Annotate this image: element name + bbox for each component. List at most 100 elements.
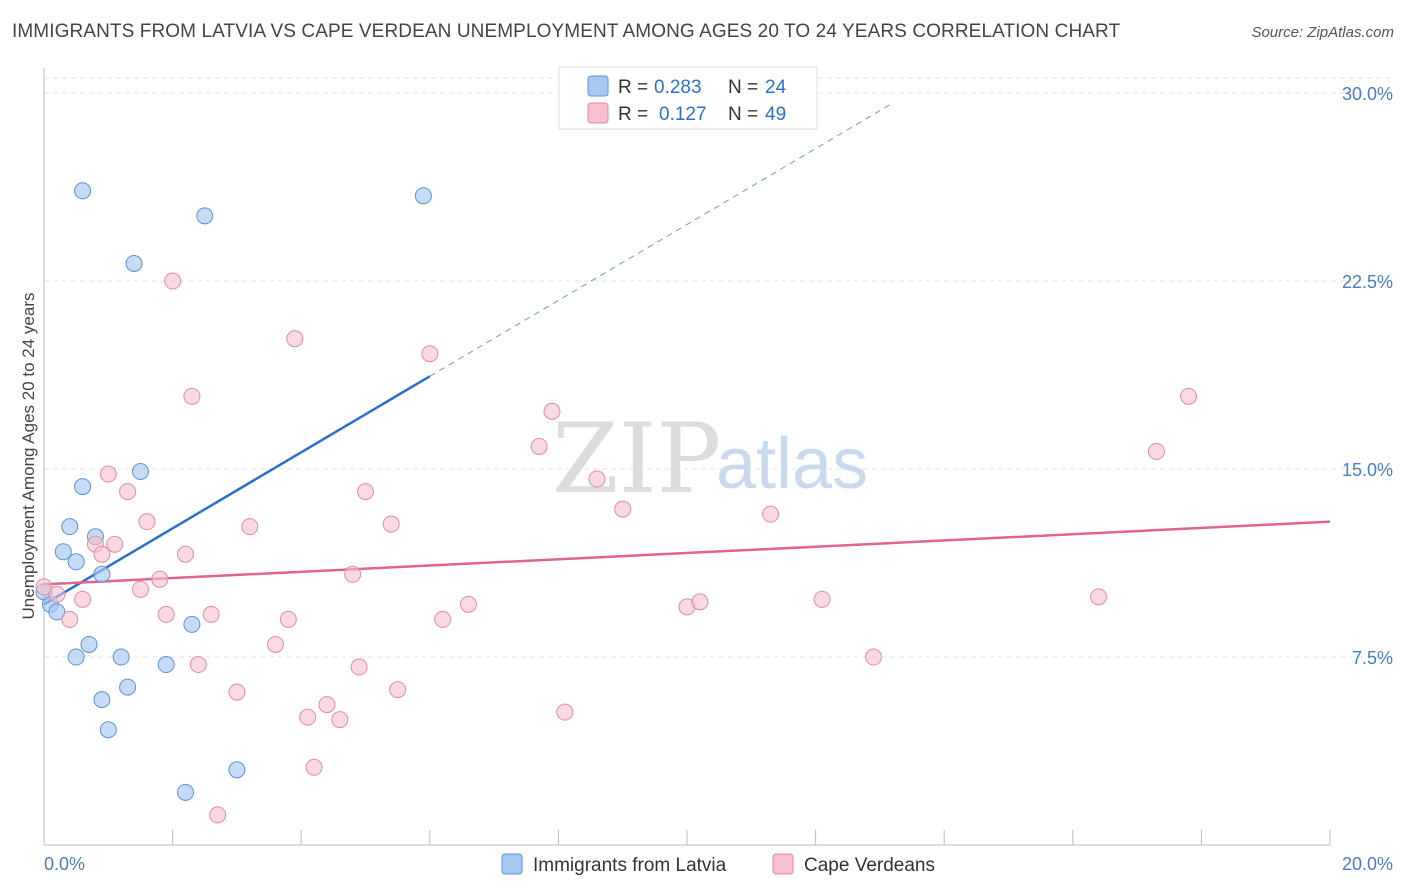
y-tick-label: 7.5% (1352, 648, 1393, 668)
legend-blue-n-value: 24 (765, 77, 787, 98)
y-tick-label: 22.5% (1342, 272, 1393, 292)
point-latvia (112, 648, 130, 666)
legend-pink-n-value: 49 (765, 104, 786, 125)
point-cape-verdeans (813, 590, 831, 608)
point-cape-verdeans (434, 610, 452, 628)
point-latvia (67, 553, 85, 571)
point-cape-verdeans (202, 605, 220, 623)
point-latvia (131, 463, 149, 481)
point-latvia (93, 565, 111, 583)
gridlines (44, 77, 1393, 658)
point-cape-verdeans (614, 500, 632, 518)
legend-blue-swatch (587, 75, 609, 97)
bottom-legend: Immigrants from Latvia Cape Verdeans (501, 853, 935, 876)
point-latvia (99, 721, 117, 739)
point-latvia (414, 187, 432, 205)
point-cape-verdeans (344, 565, 362, 583)
y-tick-label: 30.0% (1342, 84, 1393, 104)
point-cape-verdeans (93, 545, 111, 563)
point-latvia (67, 648, 85, 666)
point-latvia (125, 254, 143, 272)
point-cape-verdeans (530, 437, 548, 455)
point-cape-verdeans (157, 605, 175, 623)
point-latvia (228, 761, 246, 779)
point-cape-verdeans (119, 483, 137, 501)
legend-pink-n-label: N = (728, 104, 758, 125)
legend-blue-n-label: N = (728, 77, 758, 98)
point-cape-verdeans (1090, 588, 1108, 606)
point-cape-verdeans (138, 513, 156, 531)
chart-title: IMMIGRANTS FROM LATVIA VS CAPE VERDEAN U… (12, 21, 1121, 42)
point-cape-verdeans (318, 696, 336, 714)
bottom-legend-latvia-label: Immigrants from Latvia (533, 855, 727, 876)
bottom-legend-latvia-swatch (501, 853, 523, 875)
point-cape-verdeans (189, 656, 207, 674)
point-cape-verdeans (762, 505, 780, 523)
point-latvia (119, 678, 137, 696)
point-cape-verdeans (1147, 442, 1165, 460)
point-cape-verdeans (421, 345, 439, 363)
point-cape-verdeans (176, 545, 194, 563)
x-tick-label-min: 0.0% (44, 854, 85, 874)
legend-blue-r-label: R = (618, 77, 648, 98)
point-cape-verdeans (266, 635, 284, 653)
point-cape-verdeans (61, 610, 79, 628)
point-cape-verdeans (1180, 387, 1198, 405)
bottom-legend-cape-verdeans-label: Cape Verdeans (804, 855, 935, 876)
point-cape-verdeans (357, 483, 374, 501)
point-cape-verdeans (228, 683, 246, 701)
legend-pink-r-label: R = (618, 104, 648, 125)
point-cape-verdeans (389, 681, 407, 699)
point-cape-verdeans (299, 708, 317, 726)
point-latvia (93, 691, 111, 709)
y-axis-label: Unemployment Among Ages 20 to 24 years (19, 293, 38, 620)
point-latvia (157, 656, 175, 674)
point-latvia (80, 635, 98, 653)
series-cape-verdeans (35, 272, 1198, 824)
trend-lines (43, 102, 1331, 606)
trend-latvia (43, 375, 431, 606)
point-cape-verdeans (305, 758, 323, 776)
bottom-legend-cape-verdeans-swatch (772, 853, 794, 875)
point-cape-verdeans (131, 580, 149, 598)
legend-pink-swatch (587, 102, 609, 124)
point-cape-verdeans (459, 595, 477, 613)
point-latvia (176, 783, 194, 801)
x-tick-label-max: 20.0% (1342, 854, 1393, 874)
trend-cape-verdeans (43, 520, 1331, 586)
point-cape-verdeans (279, 610, 297, 628)
point-cape-verdeans (543, 402, 561, 420)
point-latvia (54, 543, 72, 561)
point-cape-verdeans (209, 806, 227, 824)
point-cape-verdeans (164, 272, 182, 290)
point-cape-verdeans (151, 570, 169, 588)
watermark-atlas: atlas (716, 424, 868, 504)
point-latvia (196, 207, 214, 225)
point-latvia (48, 603, 66, 621)
point-cape-verdeans (99, 465, 117, 483)
point-cape-verdeans (350, 658, 368, 676)
point-cape-verdeans (588, 470, 606, 488)
point-cape-verdeans (241, 518, 259, 536)
y-tick-label: 15.0% (1342, 460, 1393, 480)
point-cape-verdeans (331, 711, 349, 729)
point-cape-verdeans (106, 535, 124, 553)
point-cape-verdeans (183, 387, 201, 405)
trend-latvia-extrapolated (429, 102, 894, 377)
point-latvia (74, 182, 92, 200)
point-latvia (183, 615, 201, 633)
source-label: Source: ZipAtlas.com (1251, 24, 1394, 41)
point-cape-verdeans (556, 703, 574, 721)
point-cape-verdeans (48, 585, 66, 603)
point-cape-verdeans (382, 515, 400, 533)
point-cape-verdeans (864, 648, 882, 666)
point-cape-verdeans (691, 593, 709, 611)
x-axis-ticks (172, 830, 1331, 845)
legend-blue-r-value: 0.283 (654, 77, 702, 98)
point-cape-verdeans (74, 590, 92, 608)
legend-box: R = 0.283 N = 24 R = 0.127 N = 49 (558, 66, 818, 130)
point-latvia (74, 478, 92, 496)
point-cape-verdeans (35, 578, 53, 596)
point-cape-verdeans (286, 330, 304, 348)
